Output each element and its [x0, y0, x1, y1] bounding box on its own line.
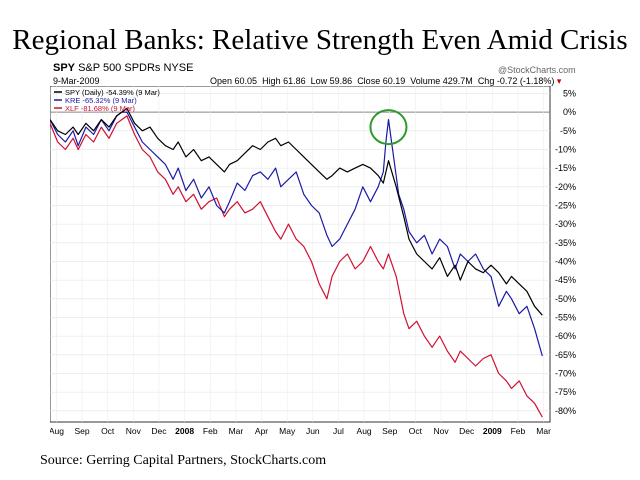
- close-value: Close 60.19: [357, 76, 406, 86]
- ohlc-bar: Open 60.05 High 61.86 Low 59.86 Close 60…: [210, 76, 561, 87]
- x-tick-label: Mar: [536, 426, 551, 436]
- ticker-symbol: SPY: [53, 62, 76, 74]
- x-tick-label: Nov: [433, 426, 449, 436]
- y-tick-label: 0%: [563, 107, 576, 117]
- y-tick-label: -30%: [555, 219, 576, 229]
- y-tick-label: -20%: [555, 182, 576, 192]
- open-value: Open 60.05: [210, 76, 258, 86]
- slide-title: Regional Banks: Relative Strength Even A…: [12, 24, 628, 56]
- y-tick-label: -5%: [560, 126, 576, 136]
- exchange-name: NYSE: [163, 62, 194, 74]
- high-value: High 61.86: [262, 76, 306, 86]
- x-tick-label: May: [279, 426, 296, 436]
- x-tick-label: Feb: [203, 426, 218, 436]
- annotation-layer: [369, 109, 408, 146]
- x-tick-label: Feb: [511, 426, 526, 436]
- x-tick-label: Aug: [50, 426, 64, 436]
- legend-label-xlf: XLF -81.68% (9 Mar): [65, 104, 136, 113]
- x-tick-label: Oct: [101, 426, 115, 436]
- y-tick-label: -15%: [555, 163, 576, 173]
- series-lines: [50, 107, 543, 418]
- series-line-kre: [50, 111, 543, 357]
- x-tick-label: Apr: [255, 426, 268, 436]
- chart-svg: 5% 0% -5% -10% -15% -20% -25% -30% -35% -40% -45% -…: [50, 86, 576, 436]
- y-tick-label: -55%: [555, 312, 576, 322]
- legend-label-kre: KRE -65.32% (9 Mar): [65, 96, 137, 105]
- x-tick-label: Mar: [229, 426, 244, 436]
- series-line-spy: [50, 107, 543, 316]
- x-tick-label: Oct: [409, 426, 423, 436]
- y-axis-labels: 5% 0% -5% -10% -15% -20% -25% -30% -35% -40% -45% -…: [555, 88, 576, 415]
- y-tick-label: -50%: [555, 294, 576, 304]
- volume-value: Volume 429.7M: [410, 76, 473, 86]
- x-tick-label: Sep: [74, 426, 89, 436]
- low-value: Low 59.86: [310, 76, 353, 86]
- down-arrow-icon: ▾: [556, 76, 562, 86]
- x-tick-label: Jul: [333, 426, 344, 436]
- watermark: @StockCharts.com: [498, 65, 576, 75]
- grid: [50, 86, 550, 422]
- y-tick-label: -25%: [555, 200, 576, 210]
- y-tick-label: -60%: [555, 331, 576, 341]
- y-tick-label: -65%: [555, 350, 576, 360]
- x-tick-label: Aug: [357, 426, 372, 436]
- y-tick-label: -40%: [555, 256, 576, 266]
- x-tick-label: Jun: [306, 426, 320, 436]
- highlight-circle: [369, 109, 408, 146]
- series-line-xlf: [50, 115, 543, 418]
- x-tick-label: Sep: [382, 426, 397, 436]
- y-tick-label: -80%: [555, 406, 576, 416]
- y-tick-label: -70%: [555, 368, 576, 378]
- change-value: Chg -0.72 (-1.18%): [477, 76, 555, 86]
- security-name: S&P 500 SPDRs: [78, 62, 161, 74]
- y-tick-label: 5%: [563, 88, 576, 98]
- chart-panel: SPY S&P 500 SPDRs NYSE 9-Mar-2009 @Stock…: [50, 62, 581, 445]
- y-tick-label: -35%: [555, 238, 576, 248]
- source-note: Source: Gerring Capital Partners, StockC…: [40, 453, 327, 468]
- x-axis-labels: Aug Sep Oct Nov Dec 2008 Feb Mar Apr May Jun Jul Aug…: [50, 426, 551, 436]
- y-tick-label: -45%: [555, 275, 576, 285]
- x-tick-label: 2008: [175, 426, 194, 436]
- y-tick-label: -75%: [555, 387, 576, 397]
- x-tick-label: Dec: [151, 426, 167, 436]
- x-tick-label: Nov: [126, 426, 142, 436]
- x-tick-label: Dec: [459, 426, 475, 436]
- x-tick-label: 2009: [483, 426, 502, 436]
- legend-label-spy: SPY (Daily) -54.39% (9 Mar): [65, 88, 160, 97]
- legend: SPY (Daily) -54.39% (9 Mar)KRE -65.32% (…: [54, 88, 160, 113]
- chart-date: 9-Mar-2009: [53, 76, 100, 86]
- y-tick-label: -10%: [555, 144, 576, 154]
